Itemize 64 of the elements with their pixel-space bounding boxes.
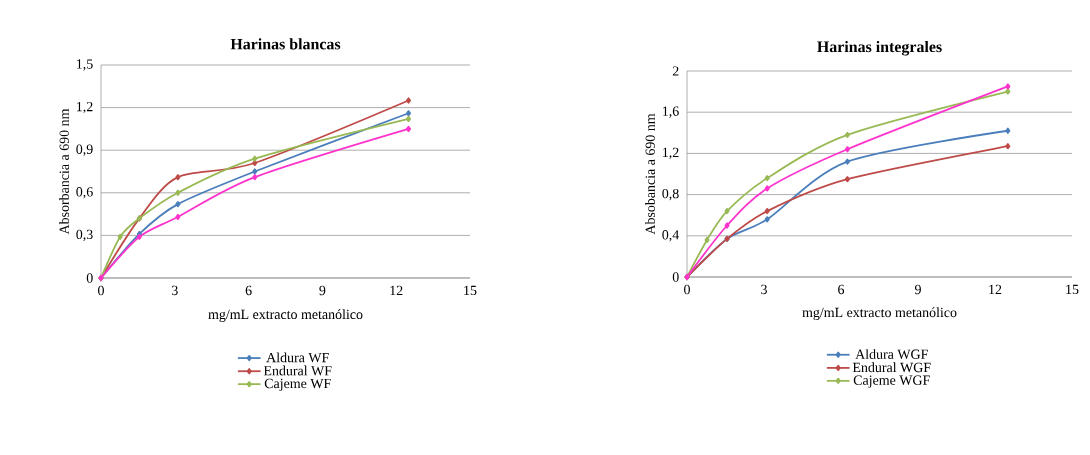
point bbox=[405, 115, 412, 123]
x-tick-label: 15 bbox=[1066, 284, 1079, 295]
point bbox=[1005, 127, 1011, 134]
y-tick-label: 1,5 bbox=[77, 59, 93, 71]
point bbox=[844, 158, 850, 165]
x-tick-label: 3 bbox=[171, 285, 178, 296]
x-tick-label: 12 bbox=[390, 285, 403, 296]
x-tick-label: 6 bbox=[245, 285, 252, 296]
y-tick-label: 0,4 bbox=[662, 230, 680, 242]
legend-label: Cajeme WGF bbox=[853, 375, 930, 388]
point bbox=[764, 185, 770, 192]
y-axis-title: Absobancia a 690 nm bbox=[645, 113, 655, 235]
point bbox=[844, 176, 850, 183]
y-tick-label: 0,9 bbox=[76, 144, 93, 156]
point bbox=[405, 125, 412, 132]
legend-label: Endural WF bbox=[263, 365, 332, 376]
y-tick-label: 1,2 bbox=[663, 147, 679, 160]
x-tick-label: 9 bbox=[319, 285, 326, 296]
y-tick-label: 0 bbox=[672, 272, 679, 282]
y-tick-label: 0,3 bbox=[76, 229, 93, 242]
point bbox=[405, 110, 412, 117]
y-tick-label: 2 bbox=[672, 66, 679, 76]
point bbox=[175, 201, 181, 208]
point bbox=[724, 207, 730, 215]
point bbox=[405, 97, 412, 104]
point bbox=[252, 159, 258, 167]
point bbox=[764, 216, 770, 223]
legend-label: Cajeme WF bbox=[264, 378, 331, 391]
point bbox=[724, 222, 730, 229]
y-tick-label: 1,2 bbox=[77, 101, 93, 114]
x-tick-label: 0 bbox=[684, 284, 690, 295]
point bbox=[764, 207, 770, 215]
point bbox=[1005, 88, 1011, 95]
x-tick-label: 0 bbox=[98, 285, 104, 296]
x-tick-label: 9 bbox=[914, 284, 921, 295]
y-tick-label: 0 bbox=[86, 273, 93, 283]
point bbox=[175, 174, 181, 181]
point bbox=[117, 233, 123, 240]
chart-title: Harinas blancas bbox=[230, 38, 341, 50]
point bbox=[175, 213, 181, 221]
x-tick-label: 12 bbox=[989, 284, 1002, 295]
x-tick-label: 3 bbox=[761, 284, 767, 295]
legend-label: Endural WGF bbox=[852, 362, 931, 373]
point bbox=[252, 168, 258, 175]
point bbox=[764, 175, 770, 182]
x-tick-label: 15 bbox=[464, 285, 477, 296]
point bbox=[1005, 143, 1011, 150]
point bbox=[252, 155, 258, 162]
y-tick-label: 0,6 bbox=[76, 187, 93, 199]
point bbox=[704, 236, 710, 244]
chart-title: Harinas integrales bbox=[817, 40, 942, 56]
y-tick-label: 1,6 bbox=[663, 106, 679, 118]
x-tick-label: 6 bbox=[838, 284, 845, 295]
x-axis-title: mg/mL extracto metanólico bbox=[802, 307, 957, 321]
legend-label: Aldura WF bbox=[266, 352, 329, 363]
point bbox=[1005, 83, 1011, 90]
point bbox=[844, 146, 850, 153]
x-axis-title: mg/mL extracto metanólico bbox=[208, 309, 363, 322]
point bbox=[252, 174, 258, 181]
legend-label: Aldura WGF bbox=[855, 349, 928, 360]
y-axis-title: Absorbancia a 690 nm bbox=[59, 108, 69, 235]
point bbox=[175, 189, 181, 196]
y-tick-label: 0,8 bbox=[662, 188, 679, 201]
point bbox=[844, 131, 850, 138]
